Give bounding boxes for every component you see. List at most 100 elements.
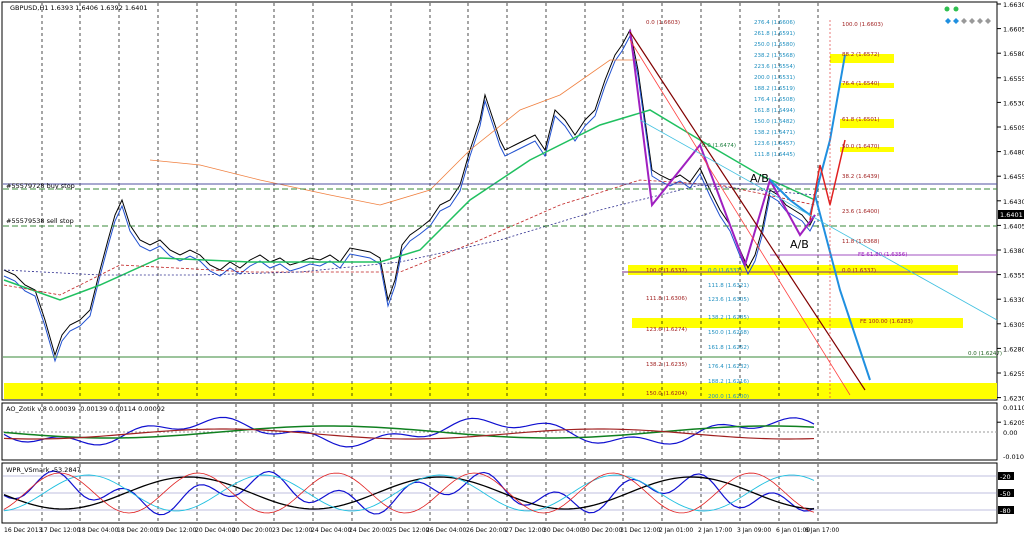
x-axis-label: 20 Dec 04:00	[195, 527, 236, 534]
green-dot-icon	[953, 6, 959, 12]
diamond-icon	[961, 18, 967, 24]
y-tick-label: 1.6380	[1003, 247, 1024, 255]
yellow-band-1	[628, 265, 958, 275]
fib-left-label: 138.2 (1.6235)	[646, 362, 687, 368]
up-arrow-icon	[945, 18, 951, 24]
wpr-tick-box	[998, 506, 1014, 514]
x-axis-label: 24 Dec 04:00	[311, 527, 352, 534]
fib-top-label: 188.2 (1.6519)	[754, 86, 795, 92]
x-axis-label: 25 Dec 12:00	[389, 527, 430, 534]
cyan-trend	[639, 119, 998, 321]
wpr-red	[3, 472, 815, 514]
fib-top-label: 111.8 (1.6445)	[754, 152, 795, 158]
x-axis-label: 19 Dec 12:00	[156, 527, 197, 534]
ma-navy	[3, 184, 816, 276]
x-axis-label: 3 Jan 09:00	[737, 527, 771, 534]
green-dot-icon	[944, 6, 950, 12]
fib-top-label: 150.0 (1.6482)	[754, 119, 795, 125]
x-axis-label: 18 Dec 04:00	[78, 527, 119, 534]
ab-label-1: A/B	[750, 172, 769, 185]
ma-green	[3, 109, 816, 301]
price-line	[3, 28, 816, 357]
y-tick-label: 1.6555	[1003, 75, 1024, 83]
fib-top-label: 123.6 (1.6457)	[754, 141, 795, 147]
x-axis-label: 27 Dec 12:00	[505, 527, 546, 534]
ao-title: AO_Zotik v.8 0.00039 -0.00139 0.00114 0.…	[6, 405, 165, 413]
grid	[3, 3, 997, 522]
wpr-tick: -20	[1000, 473, 1011, 481]
x-axis-label: 18 Dec 20:00	[117, 527, 158, 534]
red-projection	[809, 139, 846, 221]
x-axis-label: 2 Jan 17:00	[698, 527, 732, 534]
fib-right-label: 61.8 (1.6501)	[842, 117, 880, 123]
fe-label-2: FE 100.00 (1.6283)	[860, 319, 913, 325]
fib-left-label: 123.6 (1.6274)	[646, 327, 687, 333]
fib-top-label: 176.4 (1.6508)	[754, 97, 795, 103]
y-tick-label: 1.6530	[1003, 99, 1024, 107]
y-tick-label: 1.6205	[1003, 419, 1024, 427]
wpr-cyan	[3, 474, 815, 512]
price-series	[3, 28, 816, 516]
fib-left-label: 150.0 (1.6204)	[646, 391, 687, 397]
fib-top-label: 138.2 (1.6471)	[754, 130, 795, 136]
x-axis-label: 26 Dec 04:00	[426, 527, 467, 534]
yellow-box-a	[830, 54, 894, 63]
sell-stop-label: #55579538 sell stop	[6, 217, 74, 225]
y-tick-label: 1.6480	[1003, 149, 1024, 157]
y-tick-label: 1.6505	[1003, 124, 1024, 132]
fib-top-label: 223.6 (1.6554)	[754, 64, 795, 70]
yellow-box-d	[840, 147, 894, 152]
y-tick-label: 1.6605	[1003, 26, 1024, 34]
level-label: 0.0 (1.6247)	[968, 351, 1002, 357]
x-axis-label: 30 Dec 04:00	[543, 527, 584, 534]
fib-right-label: 88.2 (1.6572)	[842, 52, 880, 58]
yellow-box-b	[840, 83, 894, 88]
fib-left-label: 100.0 (1.6337)	[646, 268, 687, 274]
y-tick-label: 1.6255	[1003, 370, 1024, 378]
fib-small-label: 0.0 (1.6474)	[702, 143, 736, 149]
ao-red	[3, 428, 815, 440]
bottom-yellow-band	[4, 383, 997, 399]
wpr-tick: -80	[1000, 507, 1011, 515]
fib-top-label: 261.8 (1.6591)	[754, 31, 795, 37]
wpr-tick-box	[998, 472, 1014, 480]
overlays	[3, 20, 998, 400]
ao-green	[3, 425, 815, 439]
y-tick-label: 1.6430	[1003, 198, 1024, 206]
labels: 1.6630 1.6605 1.6580 1.6555 1.6530 1.6505 1.64…	[4, 1, 1024, 534]
y-tick-label: 1.6630	[1003, 1, 1024, 9]
y-tick-label: 1.6230	[1003, 395, 1024, 403]
wpr-black	[3, 476, 815, 510]
ab-label-2: A/B	[790, 238, 809, 251]
fib-center-label: 161.8 (1.6252)	[708, 345, 749, 351]
fib-center-label: 150.0 (1.6268)	[708, 330, 749, 336]
fib-right-label: 100.0 (1.6603)	[842, 22, 883, 28]
x-axis-label: 24 Dec 20:00	[349, 527, 390, 534]
x-axis-label: 30 Dec 20:00	[582, 527, 623, 534]
fib-top-label: 238.2 (1.6568)	[754, 53, 795, 59]
fib-right-label: 50.0 (1.6470)	[842, 144, 880, 150]
y-tick-label: 1.6455	[1003, 173, 1024, 181]
diamond-icon	[985, 18, 991, 24]
fib-center-label: 138.2 (1.6285)	[708, 315, 749, 321]
wpr-tick-box	[998, 489, 1014, 497]
ao-tick: -0.01042	[1003, 453, 1024, 461]
fib-center-label: 200.0 (1.6200)	[708, 394, 749, 400]
x-axis-label: 2 Jan 01:00	[659, 527, 693, 534]
y-tick-label: 1.6355	[1003, 272, 1024, 280]
x-axis-label: 26 Dec 20:00	[466, 527, 507, 534]
chart-title: GBPUSD,H1 1.6393 1.6406 1.6392 1.6401	[10, 4, 148, 12]
fib-top-label: 161.8 (1.6494)	[754, 108, 795, 114]
diamond-icon	[977, 18, 983, 24]
yellow-box-c	[840, 119, 894, 128]
x-axis-label: 20 Dec 20:00	[232, 527, 273, 534]
ao-tick: 0.01106	[1003, 404, 1024, 412]
fib-right-label: 76.4 (1.6540)	[842, 81, 880, 87]
ma-blue	[3, 34, 816, 363]
yellow-band-2	[632, 318, 963, 328]
wpr-tick: -50	[1000, 490, 1011, 498]
y-tick-label: 1.6405	[1003, 222, 1024, 230]
ao-tick: 0.00	[1003, 429, 1017, 437]
y-tick-label: 1.6305	[1003, 321, 1024, 329]
